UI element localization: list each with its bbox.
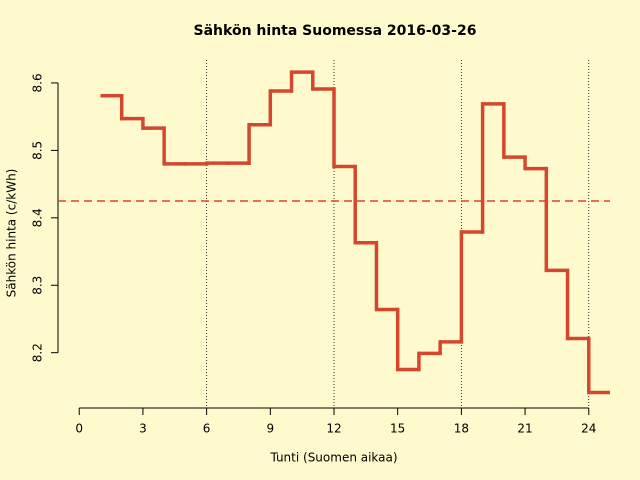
x-tick-label: 12 [326,422,341,436]
x-tick-label: 21 [517,422,532,436]
x-tick-label: 15 [390,422,405,436]
x-tick-label: 9 [266,422,274,436]
x-tick-label: 18 [454,422,469,436]
y-tick-label: 8.6 [31,73,45,92]
x-axis-label: Tunti (Suomen aikaa) [269,451,397,465]
y-tick-label: 8.2 [31,343,45,362]
y-tick-label: 8.4 [31,208,45,227]
x-tick-label: 3 [139,422,147,436]
y-tick-label: 8.5 [31,141,45,160]
x-tick-label: 0 [75,422,83,436]
x-tick-label: 24 [581,422,596,436]
y-tick-label: 8.3 [31,276,45,295]
x-tick-label: 6 [203,422,211,436]
y-axis-label: Sähkön hinta (c/kWh) [5,169,19,298]
chart-title: Sähkön hinta Suomessa 2016-03-26 [194,23,477,39]
